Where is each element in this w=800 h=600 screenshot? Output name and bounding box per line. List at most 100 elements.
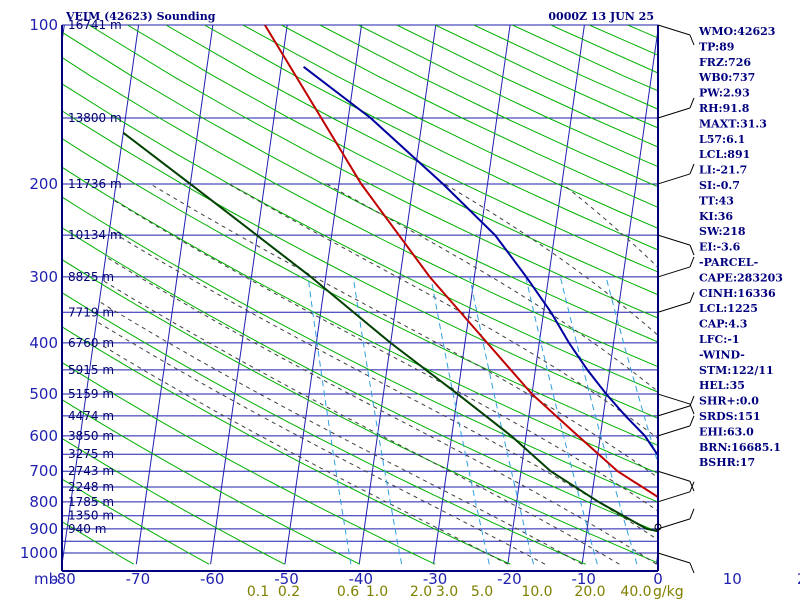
index-entry: LI:-21.7 [699,164,747,177]
pressure-label: 700 [29,462,58,480]
index-entry: BSHR:17 [699,456,755,469]
moist-adiabat [102,280,620,565]
mixing-ratio-line [307,276,352,565]
wind-barb-flag [689,562,695,574]
dry-adiabat [127,25,658,296]
pressure-label: 900 [29,520,58,538]
height-label: 13800 m [68,111,122,125]
wind-barb-flag [689,508,695,520]
moist-adiabat [97,342,509,565]
dry-adiabat [62,137,658,446]
isotherm-grid [62,25,658,565]
wind-barb-shaft [657,491,691,503]
wind-barb-flag [689,256,695,268]
index-entry: KI:36 [699,210,733,223]
temperature-tick-label: -40 [349,570,374,588]
moist-adiabat [100,301,583,565]
mixing-ratio-line [352,276,403,565]
index-entry: SRDS:151 [699,410,761,423]
dry-adiabat [62,437,285,565]
wind-barb-flag [689,244,695,256]
dry-adiabat [62,478,210,565]
index-entry: SHR+:0.0 [699,395,759,408]
wind-barb-shaft [657,266,691,278]
temperature-tick-label: -70 [126,570,151,588]
temperature-tick-label: -60 [200,570,225,588]
wind-barb-shaft [657,552,691,564]
wind-barb-flag [689,395,695,407]
temperature-labels: -80-70-60-50-40-30-20-10010203040 [51,570,800,588]
dry-adiabat [62,31,658,343]
parcel-line [302,66,658,457]
pressure-label: 200 [29,175,58,193]
mixing-ratio-label: 3.0 [436,584,458,600]
dry-adiabat [62,110,658,419]
index-entry: HEL:35 [699,379,745,392]
surface-wind-marker [654,523,662,531]
pressure-label: 1000 [20,544,58,562]
pressure-unit-label: mb [34,570,58,588]
pressure-label: 400 [29,334,58,352]
wind-barb-shaft [657,301,691,313]
height-labels: 16741 m 13800 m 11736 m 10134 m 8825 m 7719 m… [68,18,122,536]
temperature-tick-label: 10 [723,570,742,588]
mixing-ratio-label: 40.0 [620,584,651,600]
height-label: 8825 m [68,270,114,284]
dry-adiabat [62,361,436,565]
dry-adiabat [88,25,658,319]
temperature-tick-label: -50 [274,570,299,588]
temperature-tick-label: -20 [497,570,522,588]
dry-adiabat [62,291,587,565]
index-entry: FRZ:726 [699,56,751,69]
mixing-ratio-label: 0.1 [247,584,269,600]
index-entry: PW:2.93 [699,87,750,100]
dry-adiabats [62,25,658,565]
index-entry: LCL:891 [699,148,750,161]
index-entry: BRN:16685.1 [699,441,781,454]
chart-title: VEIM (42623) Sounding [65,10,216,23]
height-label: 2248 m [68,480,114,494]
pressure-label: 600 [29,427,58,445]
wind-barb-shaft [657,107,691,119]
profile-series [122,25,658,533]
index-entry: CINH:16336 [699,287,776,300]
moist-adiabat [150,183,658,479]
index-entry: WB0:737 [698,71,755,84]
isotherm-line [284,25,362,565]
isotherm-line [433,25,511,565]
wind-barb-shaft [657,425,691,437]
wind-barb-flag [689,97,695,109]
index-entry: CAP:4.3 [699,318,747,331]
index-entry: EI:-3.6 [699,241,741,254]
wind-barb-flag [689,292,695,303]
dry-adiabat [62,83,658,393]
moist-adiabat [105,256,657,565]
index-entry: -PARCEL- [699,256,758,269]
index-entry: MAXT:31.3 [699,117,767,130]
index-entry: SW:218 [699,225,746,238]
mixing-ratio-lines [307,276,658,565]
index-entry: STM:122/11 [699,364,774,377]
dry-adiabat [62,227,658,533]
dry-adiabat [165,25,658,273]
height-label: 11736 m [68,177,122,191]
height-label: 5915 m [68,363,114,377]
dry-adiabat [62,196,658,503]
height-label: 6760 m [68,336,114,350]
mixing-ratio-label: 5.0 [471,584,493,600]
dry-adiabat [62,399,361,565]
dry-adiabat [62,521,135,565]
dry-adiabat [62,56,658,368]
height-label: 16741 m [68,18,122,32]
isotherm-line [62,25,140,565]
height-label: 1350 m [68,509,114,523]
index-entry: LFC:-1 [699,333,740,346]
pressure-labels: 100 200 300 400 500 600 700 800 900 1000 [20,16,58,562]
index-entry: TT:43 [699,194,734,207]
mixing-ratio-label: 0.6 [337,584,359,600]
index-entry: L57:6.1 [699,133,745,146]
temperature-tick-label: 0 [653,570,663,588]
index-entry: RH:91.8 [699,102,750,115]
wind-barb-shaft [657,24,691,36]
moist-adiabats [96,183,658,565]
